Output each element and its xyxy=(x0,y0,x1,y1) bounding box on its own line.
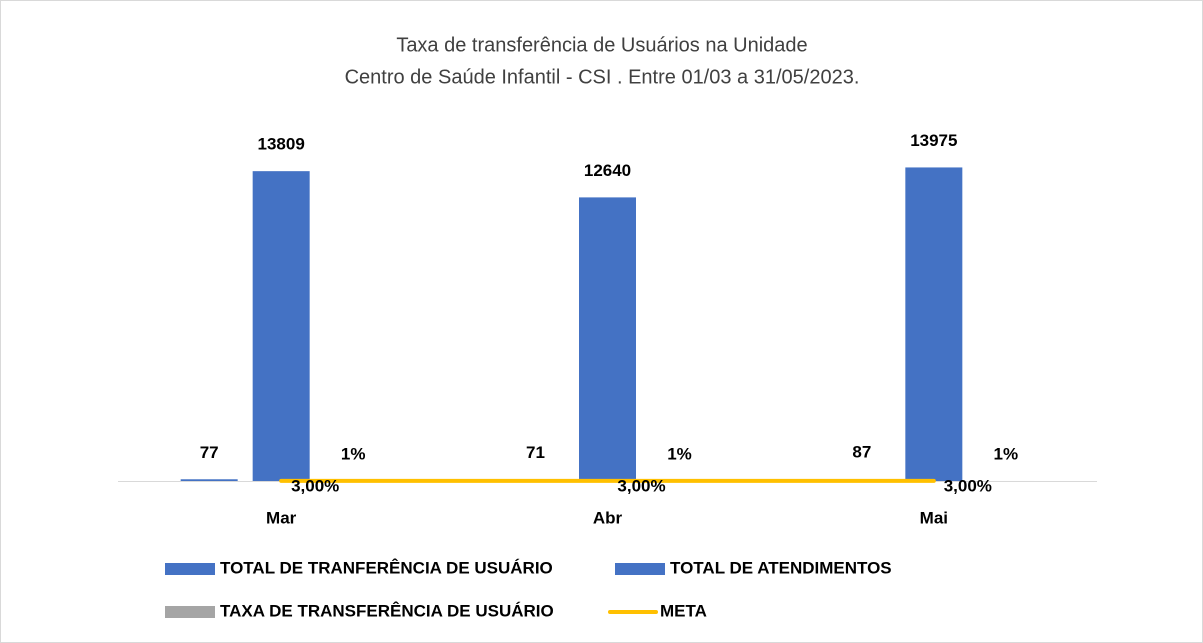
data-label: 1% xyxy=(667,444,692,463)
bar xyxy=(252,171,310,481)
bar xyxy=(180,479,238,481)
legend-label: META xyxy=(660,601,707,620)
legend-label: TOTAL DE TRANFERÊNCIA DE USUÁRIO xyxy=(220,558,553,577)
data-label: 71 xyxy=(526,443,545,462)
x-tick-label: Abr xyxy=(593,508,623,527)
data-label: 13975 xyxy=(910,131,957,150)
legend-label: TAXA DE TRANSFERÊNCIA DE USUÁRIO xyxy=(220,601,554,620)
x-tick-label: Mar xyxy=(266,508,297,527)
data-label: 3,00% xyxy=(617,476,665,495)
legend-swatch xyxy=(165,606,215,618)
data-label: 1% xyxy=(994,444,1019,463)
legend-swatch xyxy=(615,563,665,575)
data-label: 3,00% xyxy=(944,476,992,495)
bar xyxy=(579,197,636,481)
data-label: 77 xyxy=(200,443,219,462)
legend-label: TOTAL DE ATENDIMENTOS xyxy=(670,558,892,577)
data-label: 12640 xyxy=(584,161,631,180)
chart-subtitle: Centro de Saúde Infantil - CSI . Entre 0… xyxy=(345,66,860,88)
bar xyxy=(905,167,963,481)
data-label: 1% xyxy=(341,444,366,463)
data-label: 13809 xyxy=(258,135,305,154)
data-label: 3,00% xyxy=(291,476,339,495)
chart-title: Taxa de transferência de Usuários na Uni… xyxy=(396,34,807,56)
x-tick-label: Mai xyxy=(920,508,948,527)
legend-swatch xyxy=(165,563,215,575)
data-label: 87 xyxy=(852,443,871,462)
